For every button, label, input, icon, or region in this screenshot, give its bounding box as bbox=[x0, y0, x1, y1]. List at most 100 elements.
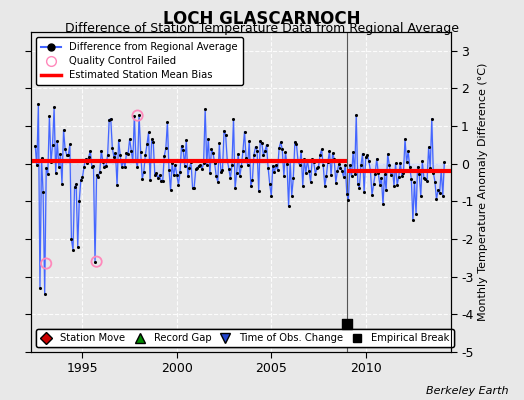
Point bbox=[215, 140, 224, 146]
Point bbox=[157, 178, 165, 184]
Point bbox=[86, 148, 94, 154]
Point bbox=[75, 197, 83, 204]
Point bbox=[387, 171, 395, 178]
Point bbox=[37, 155, 46, 161]
Point bbox=[128, 158, 137, 165]
Point bbox=[310, 159, 318, 166]
Point bbox=[42, 165, 50, 172]
Point bbox=[303, 157, 312, 163]
Point bbox=[34, 100, 42, 107]
Text: Berkeley Earth: Berkeley Earth bbox=[426, 386, 508, 396]
Point bbox=[338, 168, 346, 174]
Point bbox=[176, 169, 184, 175]
Point bbox=[297, 148, 305, 154]
Point bbox=[280, 173, 288, 180]
Point bbox=[99, 159, 107, 165]
Point bbox=[105, 116, 113, 123]
Point bbox=[406, 164, 414, 170]
Point bbox=[43, 170, 52, 177]
Point bbox=[150, 172, 159, 179]
Point bbox=[122, 150, 130, 156]
Point bbox=[314, 164, 323, 170]
Point bbox=[179, 146, 187, 153]
Point bbox=[296, 162, 304, 168]
Point bbox=[136, 149, 145, 155]
Point bbox=[346, 162, 354, 168]
Point bbox=[214, 178, 222, 185]
Point bbox=[56, 151, 64, 158]
Point bbox=[219, 167, 227, 173]
Point bbox=[209, 150, 217, 156]
Point bbox=[351, 171, 359, 177]
Point bbox=[413, 164, 422, 170]
Point bbox=[88, 164, 96, 170]
Point bbox=[217, 169, 225, 175]
Point bbox=[439, 192, 447, 199]
Point bbox=[253, 148, 261, 154]
Point bbox=[393, 182, 401, 188]
Point bbox=[396, 160, 405, 166]
Point bbox=[382, 187, 390, 194]
Point bbox=[291, 139, 299, 145]
Point bbox=[110, 154, 118, 160]
Point bbox=[305, 168, 313, 175]
Point bbox=[141, 152, 149, 158]
Point bbox=[366, 167, 375, 174]
Point bbox=[319, 162, 328, 169]
Point bbox=[259, 152, 268, 158]
Point bbox=[204, 136, 213, 142]
Point bbox=[189, 185, 197, 192]
Point bbox=[185, 165, 194, 171]
Point bbox=[135, 112, 143, 118]
Point bbox=[385, 162, 394, 168]
Point bbox=[165, 167, 173, 173]
Point bbox=[161, 145, 170, 151]
Point bbox=[318, 146, 326, 152]
Point bbox=[274, 166, 282, 173]
Point bbox=[242, 154, 250, 161]
Point bbox=[42, 260, 50, 267]
Y-axis label: Monthly Temperature Anomaly Difference (°C): Monthly Temperature Anomaly Difference (… bbox=[478, 63, 488, 321]
Point bbox=[39, 189, 47, 196]
Point bbox=[92, 172, 101, 178]
Point bbox=[154, 175, 162, 181]
Text: Difference of Station Temperature Data from Regional Average: Difference of Station Temperature Data f… bbox=[65, 22, 459, 35]
Point bbox=[300, 156, 309, 162]
Point bbox=[234, 150, 243, 157]
Point bbox=[66, 141, 74, 148]
Point bbox=[111, 150, 119, 156]
Point bbox=[192, 166, 200, 173]
Point bbox=[349, 149, 357, 156]
Point bbox=[211, 160, 219, 166]
Point bbox=[206, 170, 214, 177]
Point bbox=[388, 166, 397, 173]
Point bbox=[307, 179, 315, 185]
Text: LOCH GLASCARNOCH: LOCH GLASCARNOCH bbox=[163, 10, 361, 28]
Point bbox=[117, 164, 126, 170]
Point bbox=[428, 115, 436, 122]
Point bbox=[363, 152, 372, 158]
Point bbox=[130, 112, 138, 119]
Point bbox=[354, 180, 362, 187]
Point bbox=[285, 203, 293, 209]
Point bbox=[106, 115, 115, 122]
Point bbox=[289, 175, 298, 182]
Point bbox=[343, 320, 351, 327]
Point bbox=[384, 151, 392, 157]
Point bbox=[134, 112, 142, 119]
Point bbox=[377, 174, 386, 181]
Point bbox=[119, 156, 127, 163]
Point bbox=[212, 172, 221, 179]
Point bbox=[410, 179, 419, 186]
Point bbox=[163, 119, 171, 126]
Point bbox=[169, 172, 178, 179]
Point bbox=[62, 152, 71, 158]
Point bbox=[313, 165, 321, 172]
Point bbox=[398, 173, 406, 179]
Point bbox=[108, 145, 116, 151]
Point bbox=[226, 175, 235, 182]
Point bbox=[208, 146, 216, 152]
Point bbox=[132, 158, 140, 164]
Point bbox=[261, 148, 269, 154]
Point bbox=[294, 158, 302, 164]
